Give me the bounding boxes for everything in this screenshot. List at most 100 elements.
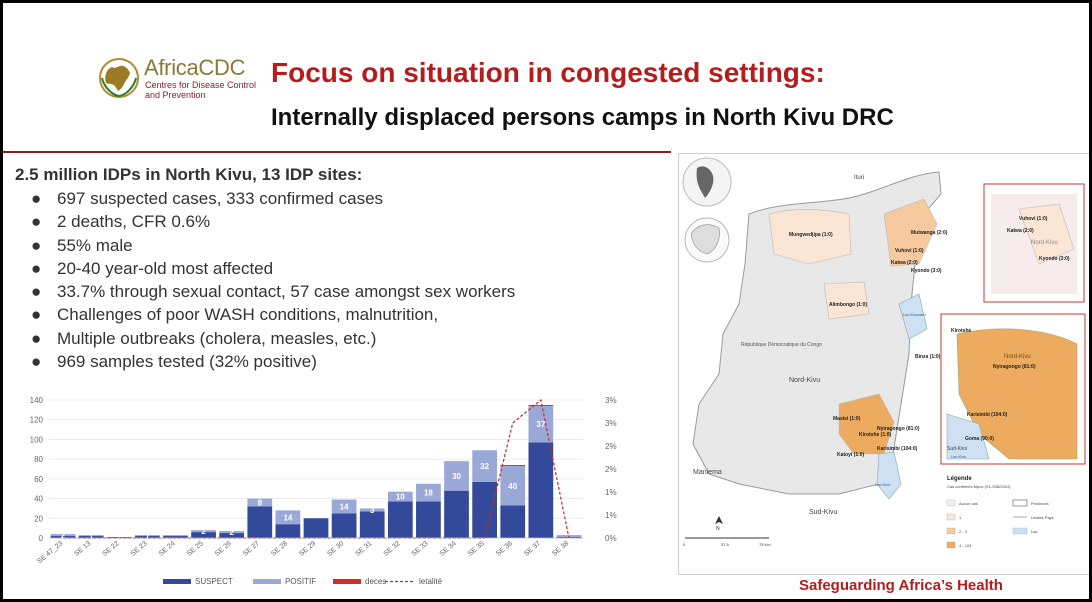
bullet-item: ● Challenges of poor WASH conditions, mal… bbox=[15, 303, 515, 326]
bullet-icon: ● bbox=[31, 328, 42, 348]
bar-positif bbox=[163, 535, 188, 537]
y2-tick-label: 1% bbox=[605, 511, 617, 520]
x-tick-label: SE 28 bbox=[270, 540, 289, 558]
inset-label-goma: Goma (90:0) bbox=[965, 436, 994, 442]
svg-text:N: N bbox=[716, 526, 720, 532]
slide: AfricaCDC Centres for Disease Control an… bbox=[3, 3, 1089, 599]
bullet-item: ● 2 deaths, CFR 0.6% bbox=[15, 210, 515, 233]
bullet-text: Challenges of poor WASH conditions, maln… bbox=[57, 305, 439, 325]
bar-positif bbox=[135, 535, 160, 537]
bullet-text: 20-40 year-old most affected bbox=[57, 258, 274, 278]
bullet-text: 55% male bbox=[57, 235, 133, 255]
inset-label-lac-kivu: Lac Kivu bbox=[951, 454, 966, 459]
legend-item: 4 - 104 bbox=[959, 543, 972, 548]
logo-subtitle-line1: Centres for Disease Control bbox=[145, 80, 257, 90]
y2-tick-label: 3% bbox=[605, 396, 617, 405]
scale-label: 37.5 bbox=[721, 542, 730, 547]
map-label-kirotshe: Kirotshe (1:0) bbox=[859, 432, 892, 438]
legend-swatch bbox=[163, 579, 191, 584]
bar-suspect bbox=[191, 532, 216, 538]
bar-positif bbox=[191, 530, 216, 533]
bar-suspect bbox=[387, 501, 413, 538]
map-label-mungwedjipa: Mungwedjipa (1:0) bbox=[789, 232, 833, 238]
bullet-text: Multiple outbreaks (cholera, measles, et… bbox=[57, 328, 377, 348]
map-label-vuhovi: Vuhovi (1:0) bbox=[895, 248, 924, 254]
data-label: 37 bbox=[536, 420, 545, 429]
bullet-text: 969 samples tested (32% positive) bbox=[57, 352, 317, 372]
legend-item: Aucun cas bbox=[959, 501, 978, 506]
bar-suspect bbox=[275, 524, 301, 538]
bar-positif bbox=[219, 531, 245, 534]
legend-title: Légende bbox=[947, 476, 972, 482]
bar-positif bbox=[50, 534, 76, 537]
legend-item: 2 - 3 bbox=[959, 529, 968, 534]
inset-label-kyondo: Kyondo (3:0) bbox=[1039, 256, 1070, 262]
x-tick-label: SE 23 bbox=[130, 540, 149, 558]
data-label: 14 bbox=[340, 502, 349, 511]
scale-label: 75 Km bbox=[759, 542, 771, 547]
data-label: 30 bbox=[452, 472, 461, 481]
x-tick-label: SE 35 bbox=[467, 540, 486, 558]
north-arrow-icon: N bbox=[715, 516, 723, 532]
lake-kivu bbox=[876, 451, 902, 500]
x-tick-label: SE 24 bbox=[158, 540, 177, 558]
map-label-katwa: Katwa (2:0) bbox=[891, 260, 918, 266]
bullet-text: 33.7% through sexual contact, 57 case am… bbox=[57, 282, 516, 302]
x-tick-label: SE 25 bbox=[186, 540, 205, 558]
divider bbox=[3, 151, 671, 153]
legend-label: deces bbox=[365, 577, 386, 586]
x-tick-label: SE 38 bbox=[551, 540, 570, 558]
scale-bar: 0 37.5 75 Km bbox=[683, 537, 771, 547]
bar-suspect bbox=[163, 536, 188, 538]
y2-tick-label: 2% bbox=[605, 442, 617, 451]
bar-positif bbox=[500, 466, 526, 506]
inset-label-nyiragongo: Nyiragongo (81:0) bbox=[993, 364, 1036, 370]
map-label-ituri: Ituri bbox=[854, 175, 864, 181]
x-tick-label: SE 13 bbox=[73, 540, 92, 558]
y-tick-label: 100 bbox=[30, 435, 44, 444]
legend-label: SUSPECT bbox=[195, 577, 233, 586]
bar-positif bbox=[472, 450, 497, 482]
bullet-item: ● Multiple outbreaks (cholera, measles, e… bbox=[15, 327, 515, 350]
map-label-kyondo: Kyondo (3:0) bbox=[911, 268, 942, 274]
y-tick-label: 120 bbox=[30, 416, 44, 425]
map-label-maniema: Maniema bbox=[693, 469, 722, 476]
bar-suspect bbox=[247, 506, 273, 538]
legend-label: letalité bbox=[419, 577, 443, 586]
map-label-lac-kivu: Lac Kivu bbox=[875, 482, 890, 487]
north-kivu-map: Ituri Maniema Sud-Kivu Nord-Kivu Républi… bbox=[678, 153, 1089, 575]
bullet-icon: ● bbox=[31, 235, 42, 255]
data-label: 1 bbox=[89, 532, 94, 541]
x-tick-label: SE 33 bbox=[411, 540, 430, 558]
bar-suspect bbox=[331, 513, 357, 538]
map-legend: Légende Cas confirmés Mpox (S1-S38/2024)… bbox=[946, 476, 1054, 549]
scale-label: 0 bbox=[683, 542, 686, 547]
y-tick-label: 140 bbox=[30, 396, 44, 405]
bullet-item: ● 33.7% through sexual contact, 57 case a… bbox=[15, 280, 515, 303]
bar-positif bbox=[331, 499, 357, 514]
bar-suspect bbox=[135, 536, 160, 538]
x-tick-label: SE 34 bbox=[439, 540, 458, 558]
legend-swatch bbox=[253, 579, 281, 584]
x-tick-label: SE 36 bbox=[495, 540, 514, 558]
y2-tick-label: 0% bbox=[605, 534, 617, 543]
map-label-sud-kivu: Sud-Kivu bbox=[809, 509, 838, 516]
x-tick-label: SE 26 bbox=[214, 540, 233, 558]
data-label: 10 bbox=[396, 493, 405, 502]
data-label: 2 bbox=[229, 528, 234, 537]
x-tick-label: SE 29 bbox=[298, 540, 317, 558]
y2-tick-label: 2% bbox=[605, 465, 617, 474]
bullet-icon: ● bbox=[31, 352, 42, 372]
legend-swatch bbox=[333, 579, 361, 584]
bar-positif bbox=[275, 510, 301, 525]
bar-positif bbox=[359, 508, 385, 512]
logo-subtitle-line2: and Prevention bbox=[145, 90, 206, 100]
y-tick-label: 40 bbox=[34, 495, 43, 504]
y-tick-label: 60 bbox=[34, 475, 43, 484]
x-tick-label: SE 30 bbox=[326, 540, 345, 558]
map-label-mutwanga: Mutwanga (2:0) bbox=[911, 230, 948, 236]
map-label-rdc: République Démocratique du Congo bbox=[741, 342, 822, 348]
slide-subtitle: Internally displaced persons camps in No… bbox=[271, 104, 894, 131]
inset-label-nord-kivu: Nord-Kivu bbox=[1004, 354, 1031, 360]
